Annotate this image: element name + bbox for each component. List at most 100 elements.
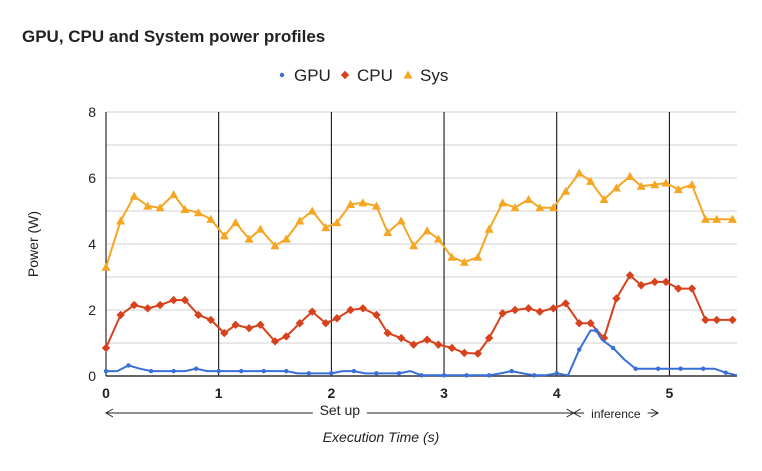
gpu-point [216, 368, 221, 374]
sys-point [535, 203, 545, 212]
gpu-point [486, 373, 492, 378]
cpu-point [701, 315, 710, 325]
sys-point [169, 190, 179, 199]
phase-inference: inference [572, 404, 660, 421]
sys-point [700, 214, 710, 223]
gpu-point [396, 371, 402, 376]
sys-point [281, 234, 291, 243]
sys-point [231, 218, 241, 227]
sys-point [673, 185, 683, 194]
cpu-point [661, 277, 671, 287]
gpu-point [700, 366, 706, 371]
series-sys [101, 168, 737, 271]
cpu-point [383, 328, 392, 338]
sys-point [473, 252, 483, 261]
cpu-point [372, 310, 381, 320]
cpu-point [535, 307, 545, 316]
gpu-point [193, 366, 199, 371]
cpu-point [256, 320, 265, 330]
legend-label-cpu: CPU [357, 66, 393, 85]
legend-label-gpu: GPU [294, 66, 331, 85]
phase-label: Set up [320, 402, 361, 418]
x-tick-label: 3 [440, 385, 448, 401]
cpu-point [358, 304, 368, 313]
sys-point [548, 203, 558, 212]
phase-label-bg [584, 404, 648, 420]
sys-point [244, 234, 254, 243]
phase-label-bg [312, 404, 367, 420]
sys-point [255, 224, 265, 233]
sys-point [116, 216, 126, 225]
gpu-point [374, 371, 379, 376]
sys-point [524, 194, 534, 204]
cpu-point [295, 319, 305, 328]
sys-point [447, 252, 457, 261]
sys-point [498, 198, 508, 207]
y-axis-ticks: 0 2 4 6 8 [88, 104, 96, 384]
gpu-point [554, 371, 559, 376]
sys-point [383, 227, 393, 237]
y-tick-label: 2 [88, 302, 96, 318]
gpu-point [441, 373, 447, 378]
cpu-point [498, 309, 507, 318]
sys-point [206, 214, 216, 223]
gpu-point [148, 368, 154, 374]
gpu-point [678, 366, 683, 371]
cpu-point [612, 294, 621, 303]
cpu-point [460, 348, 469, 358]
series-gpu [103, 328, 738, 378]
sys-point [295, 216, 305, 225]
legend-marker-sys [403, 70, 413, 79]
sys-point [510, 203, 520, 212]
gpu-point [103, 368, 109, 374]
sys-point [727, 214, 737, 223]
sys-point [143, 201, 153, 210]
gpu-point [171, 368, 176, 374]
cpu-point [575, 319, 584, 328]
sys-point [101, 262, 111, 271]
cpu-point [687, 284, 697, 293]
cpu-point [332, 314, 342, 323]
sys-point [396, 216, 406, 225]
y-tick-label: 4 [88, 236, 96, 252]
phase-annotations: Set up inference [104, 402, 660, 421]
legend-marker-gpu [279, 72, 285, 78]
cpu-point [206, 315, 215, 325]
y-axis-label: Power (W) [25, 211, 41, 277]
gpu-point [593, 328, 599, 333]
legend-marker-cpu [340, 70, 350, 80]
y-tick-label: 8 [88, 104, 96, 120]
sys-point [561, 186, 571, 195]
gpu-point [306, 371, 312, 376]
cpu-point [510, 305, 520, 315]
cpu-point [346, 305, 355, 315]
cpu-point [308, 307, 317, 316]
sys-point [409, 241, 419, 250]
sys-point [332, 218, 342, 227]
cpu-point [586, 319, 595, 328]
sys-point [129, 191, 139, 200]
cpu-point [169, 295, 178, 305]
y-tick-label: 0 [88, 368, 96, 384]
x-tick-label: 1 [215, 385, 223, 401]
cpu-point [180, 295, 190, 305]
sys-point [687, 180, 697, 189]
x-tick-label: 5 [665, 385, 673, 401]
cpu-point [549, 304, 558, 313]
cpu-point [484, 333, 494, 343]
gpu-point [239, 368, 244, 374]
phase-label: inference [591, 407, 641, 421]
gpu-point [531, 373, 537, 378]
phase-arrow-right [650, 408, 660, 418]
cpu-point [422, 335, 432, 344]
cpu-point [244, 323, 254, 333]
x-tick-label: 2 [327, 385, 335, 401]
cpu-point [561, 299, 570, 308]
sys-point [484, 224, 494, 233]
sys-point [270, 241, 280, 250]
series-cpu [101, 271, 737, 358]
cpu-point [637, 281, 646, 290]
sys-point [346, 199, 356, 208]
x-tick-label: 0 [102, 385, 110, 401]
cpu-point [321, 319, 330, 328]
